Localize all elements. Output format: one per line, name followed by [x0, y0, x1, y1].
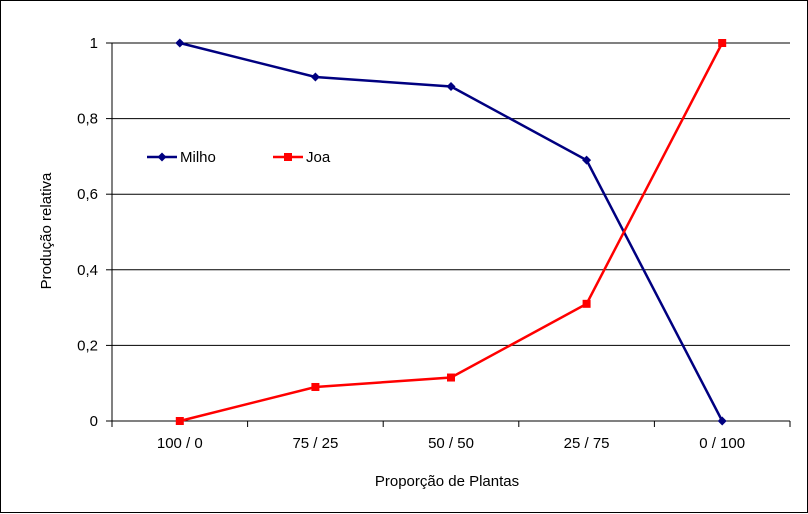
- y-tick-label: 0: [90, 413, 98, 430]
- x-tick-label: 75 / 25: [292, 435, 338, 452]
- data-point: [311, 382, 320, 391]
- legend-label: Joa: [306, 149, 331, 166]
- data-point: [310, 72, 320, 82]
- legend-label: Milho: [180, 149, 216, 166]
- data-point: [582, 299, 591, 308]
- series-joa: [175, 39, 727, 425]
- series-milho: [175, 38, 727, 426]
- y-ticks: 0 0,2 0,4 0,6 0,8 1: [77, 35, 112, 430]
- y-tick-label: 0,2: [77, 337, 98, 354]
- x-axis-label: Proporção de Plantas: [375, 473, 519, 490]
- x-tick-label: 0 / 100: [699, 435, 745, 452]
- legend: Milho Joa: [147, 149, 331, 166]
- legend-item: Milho: [147, 149, 216, 166]
- legend-marker: [157, 152, 167, 162]
- legend-marker: [284, 153, 292, 161]
- series-group: [175, 38, 727, 426]
- series-line: [179, 42, 724, 423]
- y-axis-label: Produção relativa: [38, 172, 55, 289]
- x-tick-label: 100 / 0: [157, 435, 203, 452]
- data-point: [447, 373, 455, 382]
- gridlines: [112, 42, 790, 346]
- data-point: [718, 39, 727, 47]
- data-point: [175, 417, 184, 425]
- x-ticks: 100 / 0 75 / 25 50 / 50 25 / 75 0 / 100: [111, 421, 791, 452]
- x-tick-label: 50 / 50: [428, 435, 474, 452]
- y-tick-label: 0,4: [77, 262, 98, 279]
- axes: [111, 43, 790, 422]
- y-tick-label: 0,6: [77, 186, 98, 203]
- data-point: [717, 416, 727, 426]
- y-tick-label: 0,8: [77, 111, 98, 128]
- data-point: [446, 81, 456, 91]
- data-point: [582, 155, 592, 165]
- data-point: [175, 38, 185, 48]
- y-tick-label: 1: [90, 35, 98, 52]
- x-tick-label: 25 / 75: [564, 435, 610, 452]
- legend-item: Joa: [273, 149, 331, 166]
- series-line: [179, 41, 724, 422]
